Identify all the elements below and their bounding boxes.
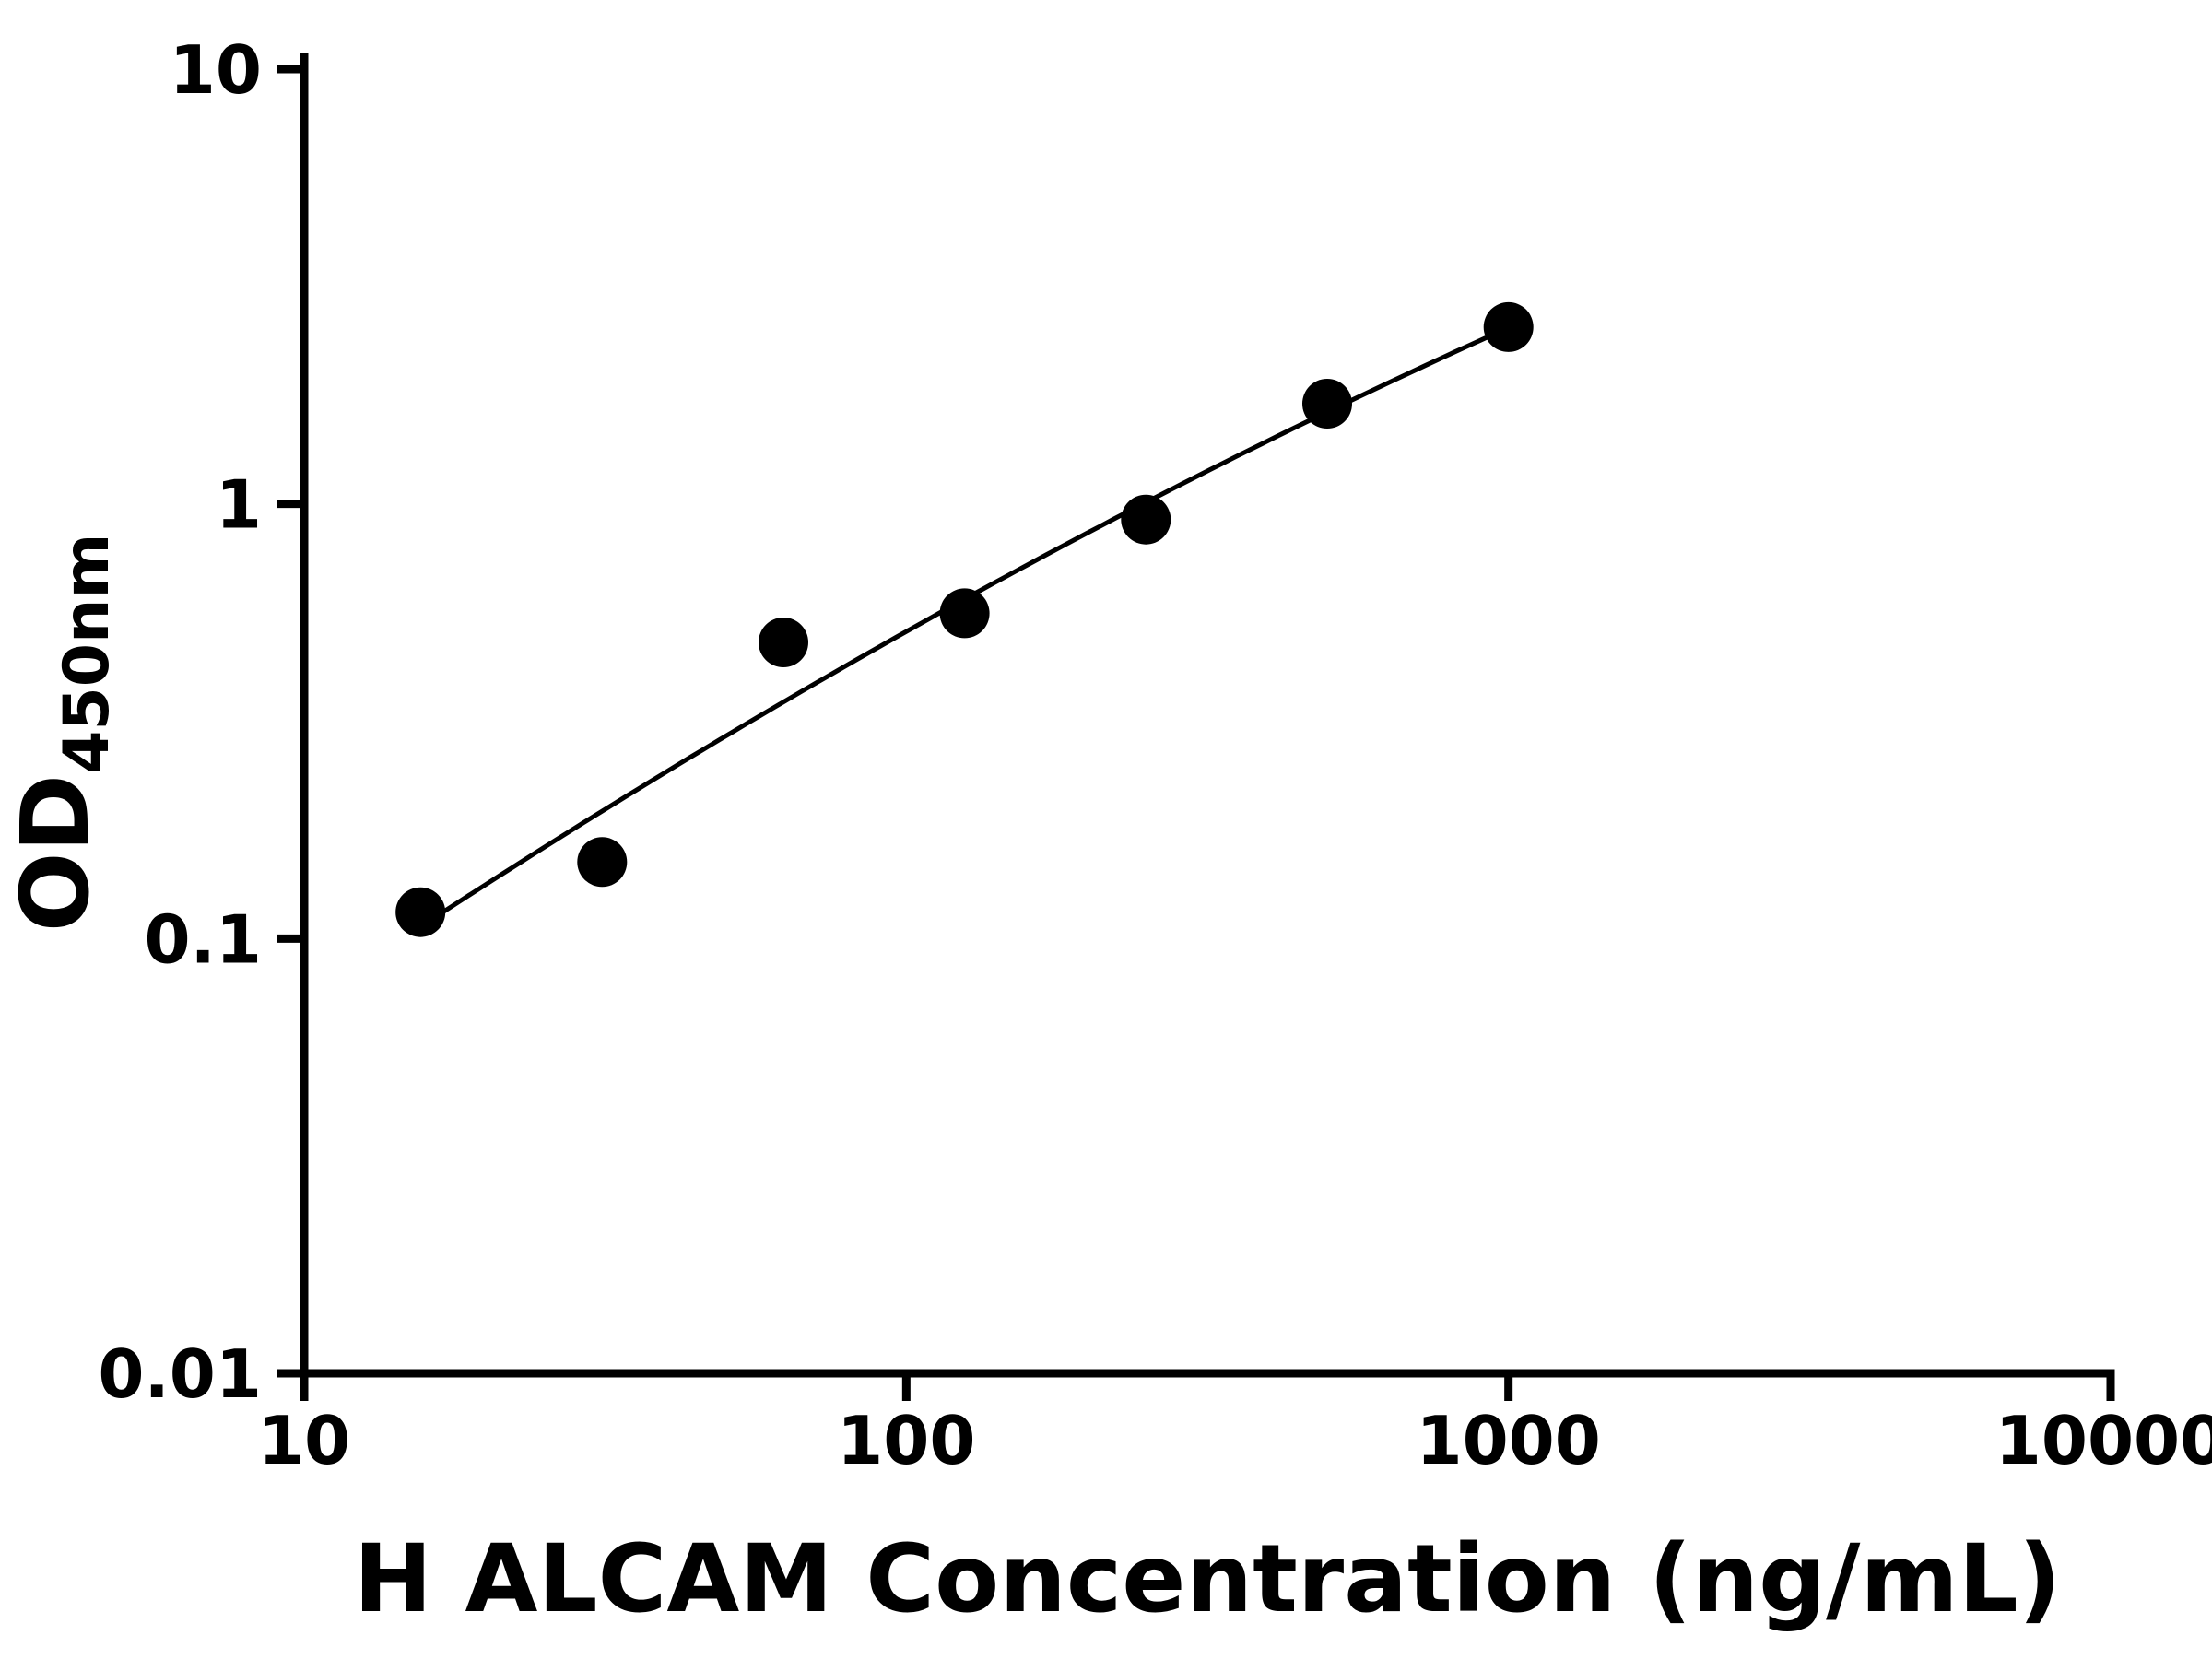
y-axis-title-main: OD: [1, 774, 111, 932]
y-tick-label: 0.01: [98, 1335, 262, 1413]
axes: [300, 53, 2115, 1378]
data-point: [1483, 301, 1534, 352]
data-point: [577, 837, 628, 888]
data-point: [939, 588, 990, 639]
y-axis-title-subscript: 450nm: [51, 534, 124, 774]
data-point: [1302, 379, 1352, 429]
x-tick-label: 10: [258, 1402, 350, 1479]
y-axis-title: OD450nm: [1, 534, 124, 933]
x-tick-label: 100: [837, 1402, 975, 1479]
y-tick-label: 10: [170, 31, 262, 109]
x-tick-label: 1000: [1416, 1402, 1600, 1479]
y-tick-label: 1: [216, 466, 262, 544]
x-tick-label: 10000: [1995, 1402, 2212, 1479]
data-point: [395, 887, 446, 937]
data-point: [1121, 494, 1171, 545]
plot-area: 10 100 1000 10000 0.01 0.1 1 10: [98, 31, 2212, 1479]
data-point: [759, 618, 808, 667]
y-tick-label: 0.1: [144, 900, 262, 978]
x-axis-title: H ALCAM Concentration (ng/mL): [354, 1524, 2062, 1634]
